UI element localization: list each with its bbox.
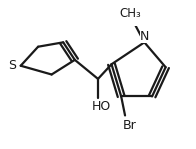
Text: CH₃: CH₃ bbox=[119, 7, 141, 20]
Text: HO: HO bbox=[92, 100, 112, 113]
Text: S: S bbox=[8, 59, 16, 72]
Text: Br: Br bbox=[123, 119, 137, 132]
Text: N: N bbox=[140, 30, 149, 43]
